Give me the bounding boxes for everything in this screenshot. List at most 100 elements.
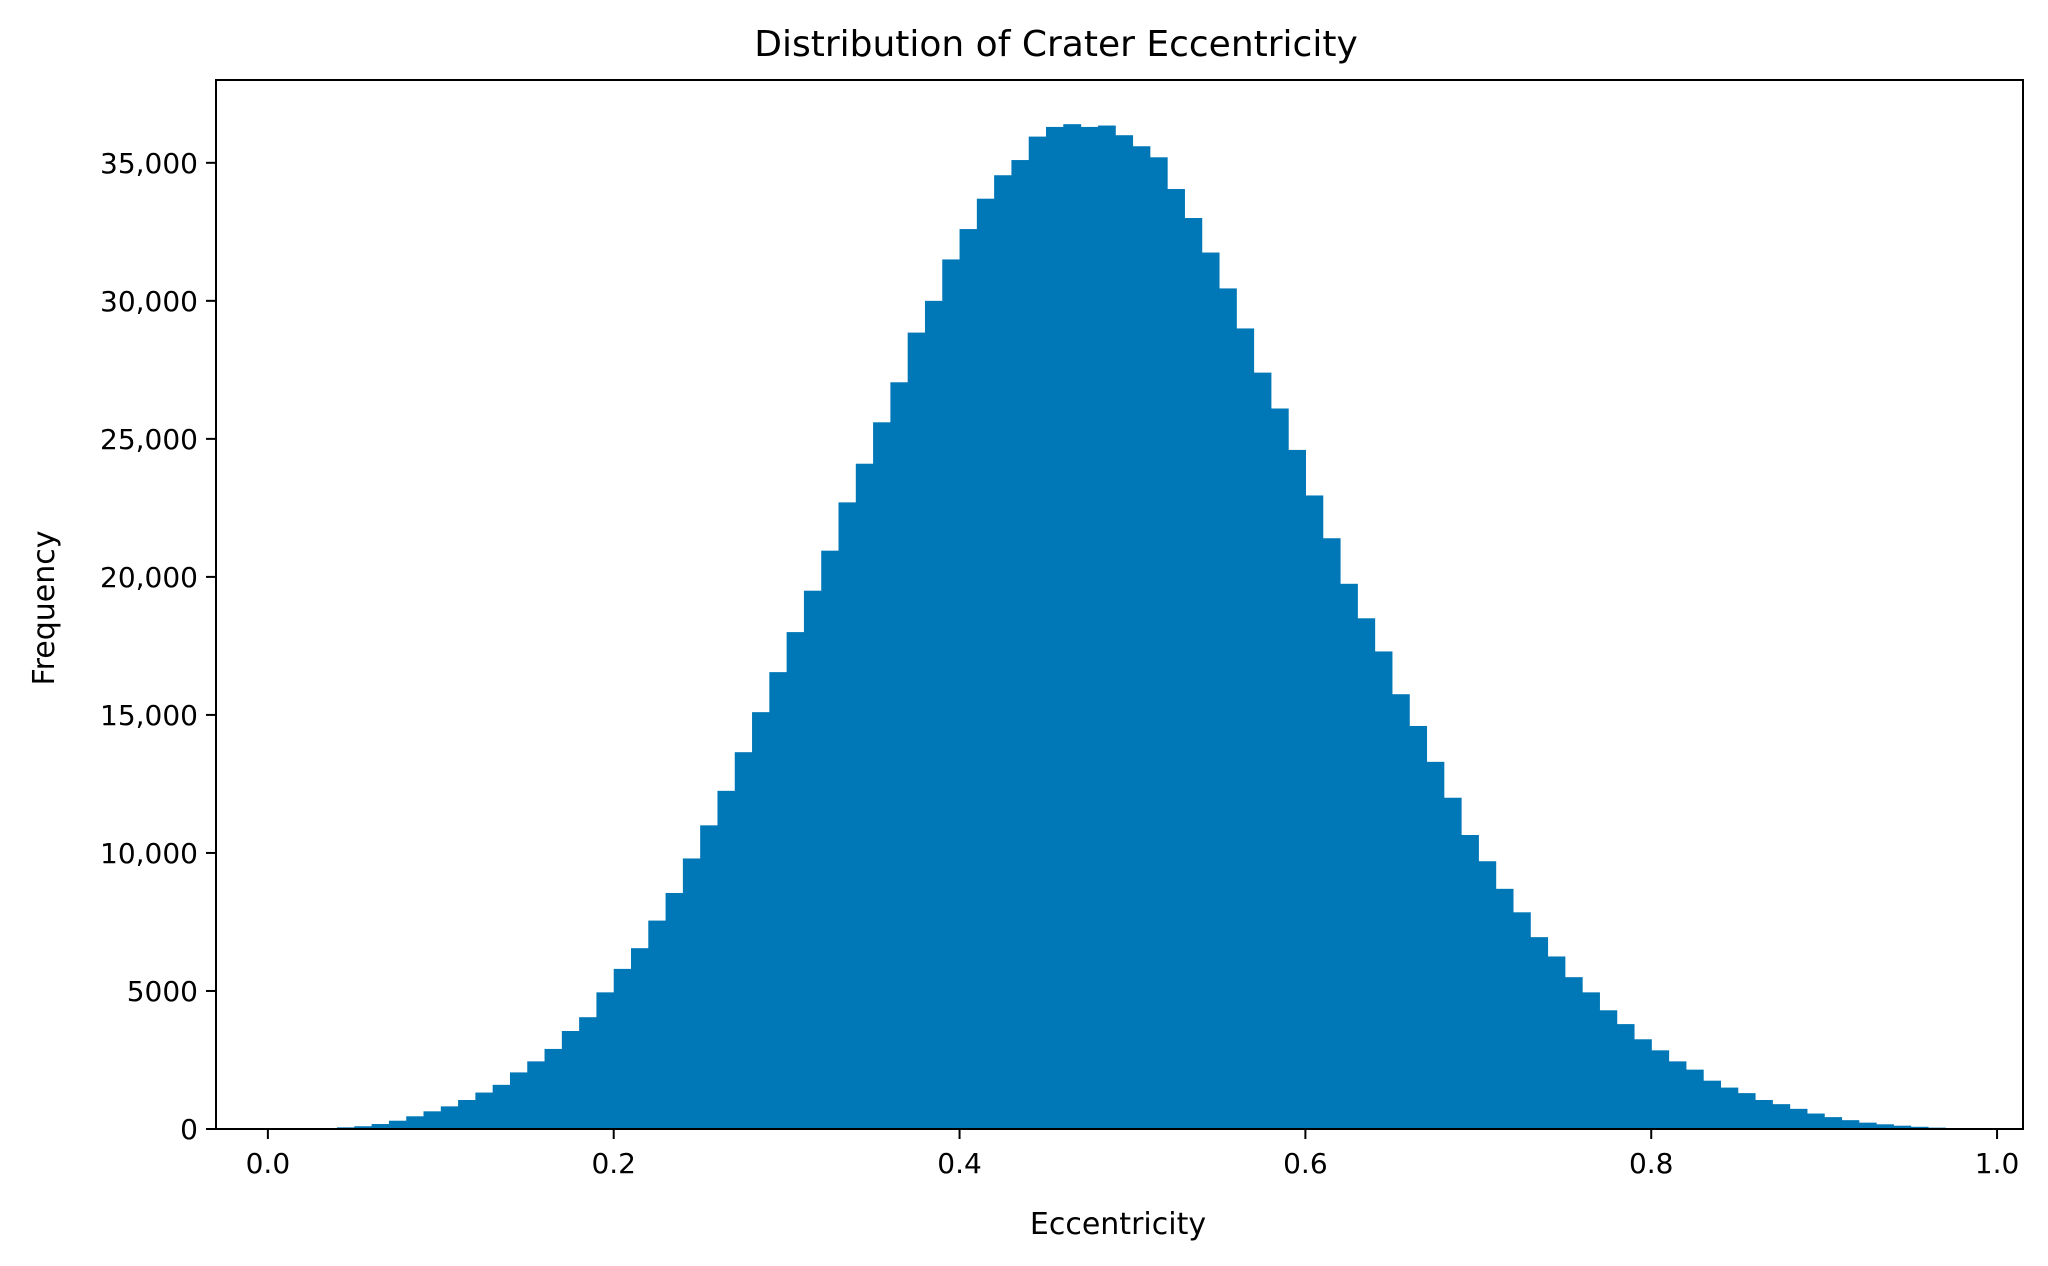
histogram-bar xyxy=(1478,861,1497,1129)
histogram-bar xyxy=(890,382,909,1130)
histogram-bar xyxy=(1893,1125,1912,1129)
histogram-bar xyxy=(1633,1039,1652,1129)
histogram-bar xyxy=(976,198,995,1129)
histogram-bar xyxy=(561,1031,580,1129)
histogram-bar xyxy=(613,968,632,1129)
histogram-bar xyxy=(544,1048,563,1129)
histogram-bar xyxy=(1841,1120,1860,1129)
histogram-bar xyxy=(1495,888,1514,1129)
histogram-bar xyxy=(821,550,840,1129)
x-tick-label: 0.8 xyxy=(1629,1147,1674,1180)
histogram-bar xyxy=(1046,126,1064,1129)
histogram-bar xyxy=(1789,1108,1808,1129)
y-tick-label: 10,000 xyxy=(100,837,198,870)
x-tick-label: 0.4 xyxy=(937,1147,982,1180)
y-tick-label: 25,000 xyxy=(100,423,198,456)
histogram-bar xyxy=(1754,1100,1773,1129)
histogram-bar xyxy=(734,752,753,1129)
histogram-bar xyxy=(596,992,615,1129)
histogram-bar xyxy=(1409,725,1428,1129)
histogram-bar xyxy=(665,892,684,1129)
histogram-bar xyxy=(1115,135,1134,1130)
histogram-bar xyxy=(458,1100,476,1129)
histogram-bar xyxy=(769,672,788,1129)
histogram-bar xyxy=(1270,408,1289,1129)
y-tick-label: 0 xyxy=(180,1113,198,1146)
histogram-bar xyxy=(1824,1117,1843,1129)
histogram-bar xyxy=(682,858,701,1129)
histogram-bar xyxy=(1253,372,1272,1129)
histogram-bar xyxy=(1305,495,1324,1129)
histogram-bar xyxy=(475,1092,494,1129)
histogram-bar xyxy=(1582,992,1600,1129)
histogram-bar xyxy=(994,175,1013,1129)
x-tick-label: 0.6 xyxy=(1283,1147,1328,1180)
histogram-bar xyxy=(1374,651,1393,1129)
x-tick-label: 0.0 xyxy=(246,1147,291,1180)
y-tick-label: 30,000 xyxy=(100,285,198,318)
histogram-bar xyxy=(1080,126,1099,1129)
histogram-bar xyxy=(752,712,770,1129)
histogram-bar xyxy=(1720,1087,1739,1129)
x-axis-title: Eccentricity xyxy=(1030,1207,1206,1242)
histogram-bar xyxy=(873,422,891,1129)
histogram-bar xyxy=(1772,1104,1791,1129)
histogram-bar xyxy=(959,229,978,1129)
histogram-bar xyxy=(786,632,805,1129)
histogram-bar xyxy=(1858,1122,1877,1129)
histogram-bar xyxy=(1011,160,1030,1129)
histogram-bar xyxy=(1703,1080,1721,1129)
histogram-bar xyxy=(1149,157,1168,1129)
histogram-bar xyxy=(1097,125,1116,1129)
histogram-bar xyxy=(1132,146,1151,1129)
histogram-bar xyxy=(1443,797,1462,1129)
histogram-bar xyxy=(1357,618,1376,1129)
histogram-bar xyxy=(1236,328,1255,1129)
bars-group xyxy=(319,124,1964,1130)
histogram-bar xyxy=(509,1072,528,1129)
x-tick-label: 0.2 xyxy=(591,1147,636,1180)
histogram-bar xyxy=(1461,835,1479,1129)
histogram-bar xyxy=(1201,252,1220,1129)
histogram-bar xyxy=(1737,1093,1756,1129)
histogram-bar xyxy=(1668,1061,1687,1129)
chart-title: Distribution of Crater Eccentricity xyxy=(754,24,1358,65)
histogram-bar xyxy=(1218,288,1237,1129)
histogram-bar xyxy=(1339,583,1358,1129)
histogram-bar xyxy=(717,790,736,1129)
histogram-bar xyxy=(1512,912,1531,1129)
x-tick-label: 1.0 xyxy=(1975,1147,2020,1180)
y-axis-ticks: 0 5000 10,000 15,000 20,000 25,000 30,000 35,00… xyxy=(100,147,216,1146)
histogram-bar xyxy=(1547,956,1566,1129)
histogram-bar xyxy=(1028,136,1047,1129)
histogram-bar xyxy=(648,920,667,1129)
histogram-bar xyxy=(1391,694,1410,1129)
histogram-bar xyxy=(1063,124,1082,1130)
histogram-bar xyxy=(423,1111,442,1129)
plot-frame xyxy=(215,79,2024,1130)
histogram-bar xyxy=(354,1126,373,1129)
histogram-bar xyxy=(1167,189,1185,1130)
histogram-bar xyxy=(579,1017,598,1129)
histogram-bar xyxy=(1288,449,1306,1129)
histogram-bar xyxy=(924,300,943,1129)
histogram-bar xyxy=(1530,937,1549,1129)
y-axis-title: Frequency xyxy=(27,531,62,686)
histogram-bar xyxy=(838,502,857,1129)
histogram-bar xyxy=(406,1116,425,1129)
y-tick-label: 35,000 xyxy=(100,147,198,180)
histogram-bar xyxy=(1910,1126,1929,1129)
histogram-bar xyxy=(1616,1024,1635,1129)
histogram-bar xyxy=(388,1120,407,1129)
histogram-bar xyxy=(440,1106,459,1129)
histogram-bar xyxy=(942,259,961,1129)
histogram-bar xyxy=(907,332,926,1130)
histogram-bar xyxy=(1564,977,1583,1129)
histogram-bar xyxy=(1685,1069,1704,1129)
y-tick-label: 15,000 xyxy=(100,699,198,732)
histogram-bar xyxy=(527,1061,546,1129)
histogram-bar xyxy=(1322,538,1341,1129)
histogram-bar xyxy=(1806,1113,1825,1129)
histogram-bar xyxy=(371,1124,390,1129)
